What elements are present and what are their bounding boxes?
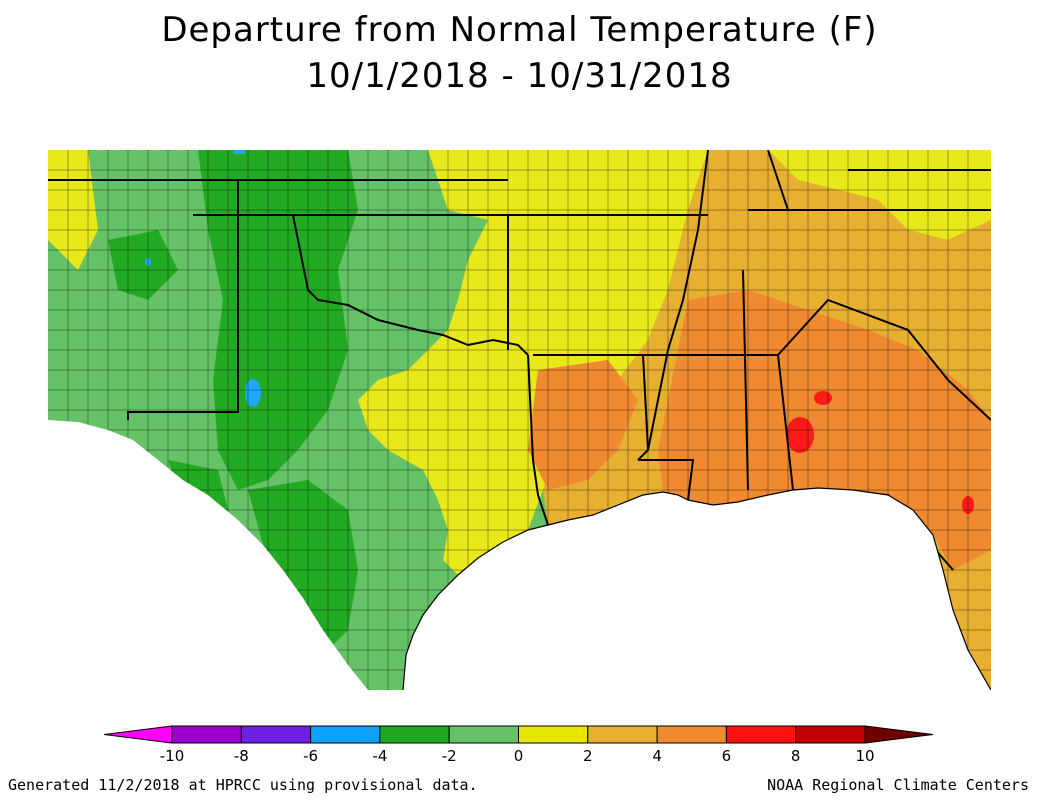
legend-tick-label: 2 xyxy=(583,747,593,765)
legend-tick-labels: -10 -8 -6 -4 -2 0 2 4 6 8 10 xyxy=(160,747,875,765)
legend-swatch xyxy=(379,725,450,744)
legend-tick-label: 6 xyxy=(722,747,732,765)
legend-swatch xyxy=(310,725,381,744)
date-range: 10/1/2018 - 10/31/2018 xyxy=(306,56,733,96)
temperature-map xyxy=(48,150,991,690)
coastline xyxy=(402,487,991,690)
legend-swatch xyxy=(587,725,658,744)
legend-tick-label: -10 xyxy=(160,747,185,765)
legend-swatch xyxy=(518,725,589,744)
legend-tick-label: 10 xyxy=(855,747,874,765)
legend-swatch xyxy=(656,725,727,744)
legend-swatch xyxy=(725,725,797,744)
legend-swatch xyxy=(240,725,312,744)
legend-tick-label: -4 xyxy=(372,747,387,765)
legend-arrow-high xyxy=(864,725,934,744)
land-fills xyxy=(48,150,991,690)
legend-swatch xyxy=(448,725,520,744)
legend-swatch xyxy=(171,725,242,744)
legend-tick-label: 0 xyxy=(514,747,524,765)
legend-bar xyxy=(103,725,934,744)
legend-arrow-low xyxy=(103,725,173,744)
legend-tick-label: -2 xyxy=(442,747,457,765)
color-legend: -10 -8 -6 -4 -2 0 2 4 6 8 10 xyxy=(103,725,934,765)
legend-tick-label: -8 xyxy=(234,747,249,765)
legend-swatch xyxy=(795,725,866,744)
map-title: Departure from Normal Temperature (F) xyxy=(161,10,878,50)
source-credit: NOAA Regional Climate Centers xyxy=(767,776,1029,794)
legend-tick-label: 4 xyxy=(652,747,662,765)
legend-tick-label: -6 xyxy=(303,747,318,765)
generated-note: Generated 11/2/2018 at HPRCC using provi… xyxy=(8,776,478,794)
legend-tick-label: 8 xyxy=(791,747,801,765)
